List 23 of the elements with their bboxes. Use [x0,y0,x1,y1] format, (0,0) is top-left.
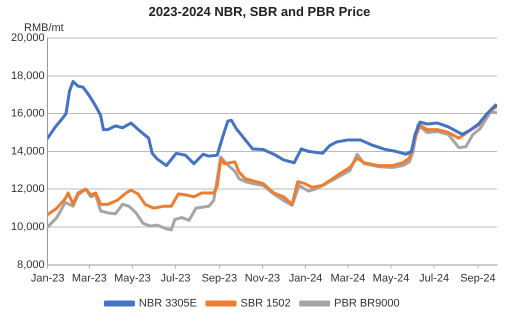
y-tick-label: 14,000 [10,145,45,158]
y-tick-label: 20,000 [10,32,45,44]
x-tick-label: Mar-24 [330,272,366,284]
x-tick-label: Jan-24 [288,272,322,284]
y-tick-label: 10,000 [10,221,45,234]
y-tick-label: 8,000 [17,258,45,271]
y-tick-label: 16,000 [10,108,45,120]
x-tick-label: Mar-23 [72,272,107,284]
x-tick-label: Jan-23 [30,272,64,284]
x-tick-label: Sep-24 [460,272,496,284]
x-tick-label: Nov-23 [244,272,280,284]
legend-label: PBR BR9000 [334,298,400,310]
x-tick-label: May-23 [114,272,151,284]
y-tick-label: 12,000 [10,183,45,196]
x-tick-label: Jul-23 [160,272,191,284]
y-axis-title: RMB/mt [24,22,64,34]
legend-label: SBR 1502 [240,298,291,310]
x-tick-label: Sep-23 [202,272,238,284]
legend-label: NBR 3305E [138,298,198,310]
y-tick-label: 18,000 [10,70,45,82]
x-tick-label: May-24 [372,272,410,284]
x-tick-label: Jul-24 [419,272,450,284]
chart-title: 2023-2024 NBR, SBR and PBR Price [148,4,372,19]
